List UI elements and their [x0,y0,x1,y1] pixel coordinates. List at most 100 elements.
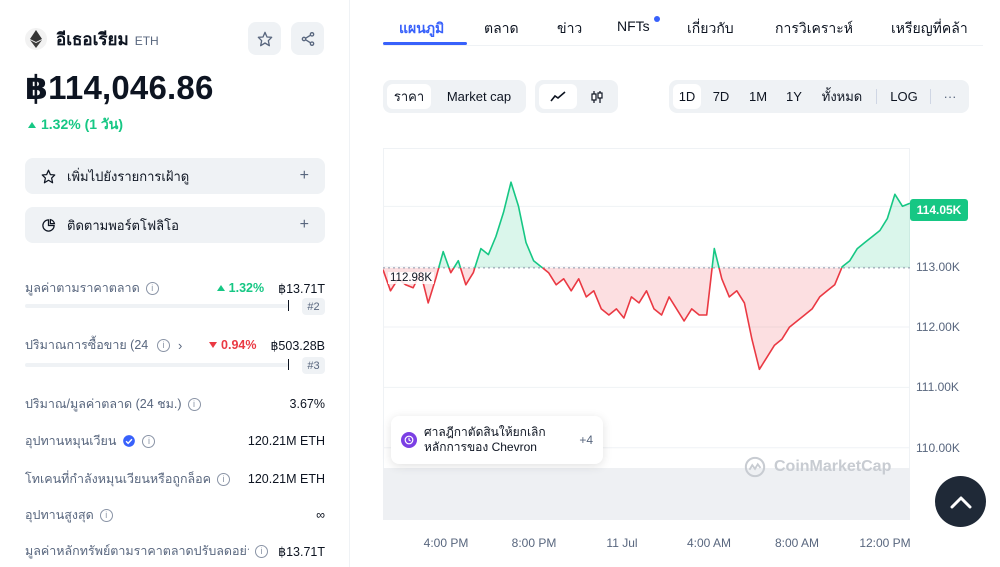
tab-news[interactable]: ข่าว [557,20,583,36]
x-tick-label: 4:00 AM [686,536,732,550]
range-all[interactable]: ทั้งหมด [821,89,863,104]
star-button[interactable] [248,22,281,55]
stat-value: ฿503.28B [270,338,325,353]
price-line-up [840,193,910,269]
candlestick-icon [591,90,603,103]
info-icon[interactable]: i [217,472,231,486]
chevron-right-icon[interactable]: › [178,337,183,353]
stat-max-supply: อุปทานสูงสุด i ∞ [25,505,325,525]
pie-chart-icon [41,218,57,233]
coin-header: อีเธอเรียม ETH [25,22,325,56]
caret-up-icon [28,122,36,128]
line-chart-button[interactable] [539,84,577,109]
area-below-baseline [542,267,713,321]
candlestick-button[interactable] [578,84,616,109]
news-headline: ศาลฎีกาตัดสินให้ยกเลิกหลักการของ Chevron [424,425,546,454]
stat-value: 3.67% [289,397,325,411]
plus-icon: + [299,167,309,184]
metric-price[interactable]: ราคา [387,84,431,109]
info-icon[interactable]: i [99,508,113,522]
price-line-up [711,247,720,269]
stat-pct-value: 0.94% [221,338,257,352]
tab-markets[interactable]: ตลาด [484,20,519,36]
area-below-baseline [460,267,475,285]
stat-fully-diluted: มูลค่าหลักทรัพย์ตามราคาตลาดปรับลดอย่างเต… [25,541,325,561]
current-price-tag: 114.05K [910,199,968,221]
metric-toggle: ราคา Market cap [383,80,526,113]
bar-tick [288,300,289,311]
area-above-baseline [841,194,910,268]
tab-analysis[interactable]: การวิเคราะห์ [775,20,853,36]
y-tick-label: 112.00K [916,320,960,335]
coin-symbol: ETH [134,33,159,48]
chart-type-toggle [535,80,618,113]
clock-icon [401,432,417,448]
price-line-down [383,267,440,304]
price-chart[interactable] [383,148,910,520]
chart-lines [383,181,910,371]
price-change-value: 1.32% (1 วัน) [41,116,124,132]
info-icon[interactable]: i [255,544,268,558]
x-tick-label: 8:00 PM [511,536,557,550]
rank-badge: #3 [302,357,325,374]
stat-label: ปริมาณการซื้อขาย (24 ชั่วโมง) [25,338,151,352]
add-to-watchlist-button[interactable]: เพิ่มไปยังรายการเฝ้าดู + [25,158,325,194]
range-1m[interactable]: 1M [748,89,768,104]
y-tick-label: 110.00K [916,440,960,455]
stat-circulating-supply: อุปทานหมุนเวียน i 120.21M ETH [25,431,325,451]
range-7d[interactable]: 7D [712,89,730,104]
info-icon[interactable]: i [157,338,170,352]
scroll-to-top-button[interactable] [935,476,986,527]
stat-value: ฿13.71T [278,544,325,559]
range-1y[interactable]: 1Y [786,89,802,104]
log-scale-toggle[interactable]: LOG [890,89,918,104]
news-more-count[interactable]: +4 [579,433,593,447]
price-line-down [459,267,476,286]
news-marker-card[interactable]: ศาลฎีกาตัดสินให้ยกเลิกหลักการของ Chevron… [391,416,603,464]
coin-name: อีเธอเรียม [56,29,129,49]
share-button[interactable] [291,22,324,55]
track-portfolio-button[interactable]: ติดตามพอร์ตโฟลิโอ + [25,207,325,243]
bar-tick [288,359,289,370]
stat-circulating-or-locked: โทเคนที่กำลังหมุนเวียนหรือถูกล็อค i 120.2… [25,469,325,489]
price-line-down [542,267,713,322]
stat-label: มูลค่าตามราคาตลาด [25,281,140,295]
chevron-up-icon [950,496,971,508]
more-options-button[interactable]: ··· [943,89,957,104]
market-cap-bar [25,304,288,308]
section-tabs: แผนภูมิ ตลาด ข่าว NFTs เกี่ยวกับ การวิเค… [383,10,983,46]
info-icon[interactable]: i [145,281,159,295]
star-icon [41,169,57,184]
caret-down-icon [209,342,218,348]
baseline-label: 112.98K [388,272,434,284]
divider [876,89,877,104]
price-line-down [448,267,455,274]
coinmarketcap-watermark: CoinMarketCap [744,456,891,478]
stat-value: ∞ [316,508,325,522]
price-line-up [474,181,544,269]
cmc-logo-icon [744,456,766,478]
y-tick-label: 113.00K [916,259,960,274]
price-line-up [437,250,450,269]
x-tick-label: 12:00 PM [859,536,911,550]
stat-pct: 0.94% [209,338,256,352]
tab-similar-coins[interactable]: เหรียญที่คล้า [891,20,968,36]
stat-pct-value: 1.32% [228,281,265,295]
tab-about[interactable]: เกี่ยวกับ [687,20,734,36]
watermark-text: CoinMarketCap [774,458,892,475]
area-above-baseline [438,251,449,268]
y-tick-label: 111.00K [916,380,959,395]
tab-chart[interactable]: แผนภูมิ [399,20,445,36]
range-1d[interactable]: 1D [673,84,701,109]
stat-volume-24h: ปริมาณการซื้อขาย (24 ชั่วโมง) i › 0.94% ฿… [25,335,325,355]
tab-nfts[interactable]: NFTs [617,18,650,34]
verified-icon [122,434,136,448]
star-icon [257,31,272,46]
price-line-down [718,267,843,371]
metric-market-cap[interactable]: Market cap [446,89,512,104]
stat-label: โทเคนที่กำลังหมุนเวียนหรือถูกล็อค [25,472,212,486]
info-icon[interactable]: i [142,434,156,448]
new-indicator-dot [654,16,660,22]
coin-price: ฿114,046.86 [25,69,214,106]
info-icon[interactable]: i [187,397,201,411]
